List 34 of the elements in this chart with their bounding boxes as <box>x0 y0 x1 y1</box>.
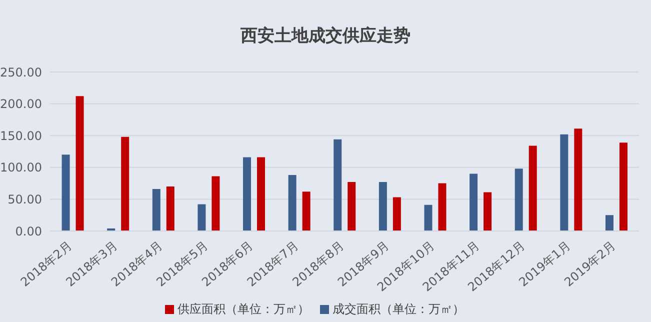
bar <box>378 182 387 231</box>
bar <box>619 142 628 231</box>
bar <box>62 154 70 231</box>
bar <box>560 134 568 231</box>
legend-label: 成交面积（单位：万㎡） <box>332 302 464 316</box>
y-tick-label: 100.00 <box>0 160 42 175</box>
bar <box>605 215 614 231</box>
bar <box>121 136 130 231</box>
bar <box>257 157 266 231</box>
chart-title: 西安土地成交供应走势 <box>240 25 412 47</box>
bar <box>212 176 220 231</box>
bar <box>288 175 296 231</box>
bar <box>484 192 492 231</box>
bar <box>424 204 432 231</box>
bar <box>514 168 523 231</box>
bar <box>438 183 446 231</box>
bar <box>198 204 206 231</box>
bar <box>243 157 252 231</box>
y-tick-label: 50.00 <box>8 192 42 206</box>
y-tick-label: 200.00 <box>0 97 42 112</box>
bar <box>302 192 310 231</box>
bar <box>470 174 478 231</box>
y-tick-label: 250.00 <box>0 65 42 80</box>
y-tick-label: 150.00 <box>0 128 42 143</box>
bar <box>392 197 401 231</box>
bar <box>166 186 174 231</box>
bar <box>348 182 356 231</box>
bar <box>152 189 160 231</box>
bar <box>528 146 537 231</box>
y-tick-label: 0.00 <box>15 224 42 238</box>
bar <box>574 128 582 231</box>
bar <box>76 96 84 231</box>
legend-label: 供应面积（单位：万㎡） <box>178 302 310 316</box>
bar <box>334 139 342 231</box>
